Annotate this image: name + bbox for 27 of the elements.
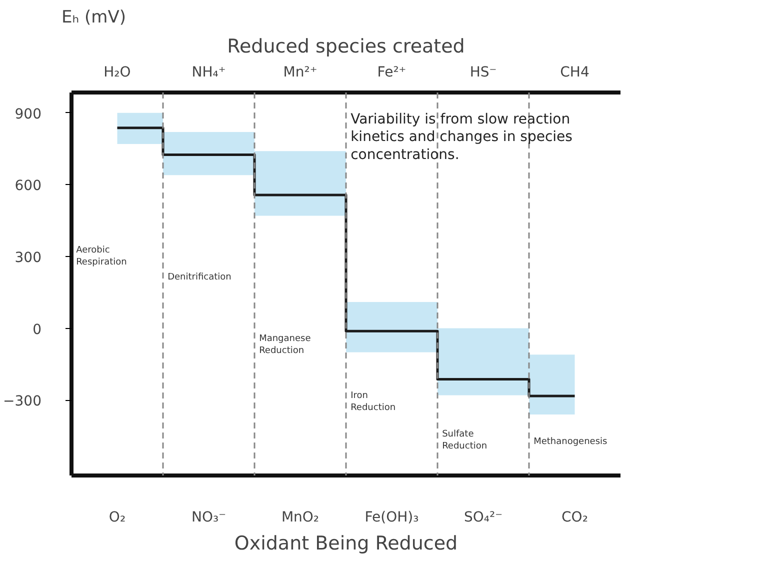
- x-axis-title: Oxidant Being Reduced: [234, 532, 458, 554]
- x-tick-label: O₂: [108, 510, 126, 526]
- x-tick-label: Fe(OH)₃: [364, 510, 419, 526]
- x-tick-label: CO₂: [562, 510, 588, 526]
- text: Fe²⁺: [377, 64, 406, 80]
- text: CH4: [560, 64, 590, 80]
- y-tick-label: 600: [14, 178, 42, 194]
- annotation: Iron Reduction: [350, 391, 396, 414]
- x-tick-label: NO₃⁻: [192, 510, 226, 526]
- text: NH₄⁺: [192, 64, 226, 80]
- y-tick-label: 900: [14, 106, 42, 122]
- text: Mn²⁺: [283, 64, 318, 80]
- x-tick-label: SO₄²⁻: [464, 510, 503, 526]
- annotation: Aerobic Respiration: [76, 246, 127, 268]
- x2-axis-title: Reduced species created: [227, 36, 465, 58]
- annotation: Sulfate Reduction: [442, 430, 488, 452]
- annotation: Denitrification: [168, 272, 232, 283]
- y-axis-title: Eₕ (mV): [62, 8, 126, 28]
- text: H₂O: [104, 64, 131, 80]
- annotation: Manganese Reduction: [259, 334, 312, 356]
- y-tick-label: 0: [32, 322, 42, 338]
- annotation: Methanogenesis: [534, 437, 608, 448]
- y-tick-label: −300: [3, 394, 42, 410]
- x-tick-label: MnO₂: [281, 510, 320, 526]
- annotation: Variability is from slow reaction kinetics and changes in species concentrations.: [350, 112, 572, 163]
- text: HS⁻: [470, 64, 497, 80]
- y-tick-label: 300: [14, 250, 42, 266]
